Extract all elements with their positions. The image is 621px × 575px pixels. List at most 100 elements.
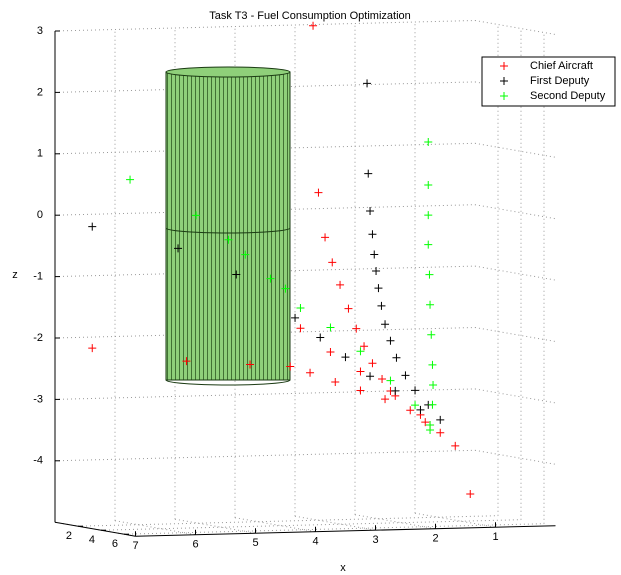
chart-title: Task T3 - Fuel Consumption Optimization: [209, 10, 411, 22]
legend-label: First Deputy: [530, 75, 590, 87]
z-tick-label: -3: [33, 393, 43, 405]
x-axis: [135, 525, 556, 537]
point: [436, 415, 445, 424]
point: [411, 401, 420, 410]
y-tick-label: 6: [112, 538, 118, 550]
point: [426, 425, 435, 434]
point: [182, 357, 191, 366]
point: [429, 381, 438, 390]
grid-line: [54, 449, 476, 462]
point: [377, 301, 386, 310]
point: [391, 386, 400, 395]
grid-line: [174, 518, 256, 534]
point: [381, 320, 390, 329]
z-tick-label: 1: [37, 148, 43, 160]
point: [378, 374, 387, 383]
point: [336, 280, 345, 289]
grid: -4 -3 -2 -1 0 1 2 3 1 2 3 4 5 6 7 2 4 6: [33, 20, 556, 552]
point: [411, 386, 420, 395]
x-tick-label: 2: [432, 533, 438, 545]
point: [363, 79, 372, 88]
point: [374, 284, 383, 293]
z-tick-label: -2: [33, 332, 43, 344]
point: [426, 300, 435, 309]
grid-line: [474, 265, 556, 281]
grid-line: [294, 515, 376, 531]
point: [381, 395, 390, 404]
cylinder-mid: [165, 227, 291, 234]
x-axis-label: x: [340, 562, 346, 574]
point: [316, 333, 325, 342]
legend: Chief Aircraft First Deputy Second Deputy: [481, 56, 616, 107]
y-tick-label: 4: [89, 534, 95, 546]
point: [309, 21, 318, 30]
point: [368, 359, 377, 368]
point: [356, 347, 365, 356]
point: [126, 175, 135, 184]
point: [88, 222, 97, 231]
x-tick-label: 3: [372, 534, 378, 546]
point: [368, 230, 377, 239]
point: [424, 240, 433, 249]
point: [372, 267, 381, 276]
x-tick-label: 6: [192, 539, 198, 551]
y-tick-label: 2: [66, 530, 72, 542]
grid-line: [234, 517, 316, 533]
point: [326, 348, 335, 357]
z-tick-label: -1: [33, 271, 43, 283]
point: [406, 406, 415, 415]
point: [314, 188, 323, 197]
point: [466, 490, 475, 499]
point: [341, 353, 350, 362]
point: [416, 405, 425, 414]
grid-line: [474, 142, 556, 158]
point: [352, 324, 361, 333]
point: [364, 169, 373, 178]
point: [224, 235, 233, 244]
point: [306, 368, 315, 377]
legend-marker: [500, 62, 508, 70]
z-axis-label: z: [12, 269, 18, 281]
grid-line: [123, 523, 545, 535]
point: [291, 313, 300, 322]
cylinder: [165, 66, 291, 386]
point: [401, 371, 410, 380]
point: [192, 211, 201, 220]
z-tick-label: -4: [33, 455, 43, 467]
point: [296, 303, 305, 312]
point: [428, 400, 437, 409]
x-tick-label: 1: [492, 531, 498, 543]
x-tick-label: 5: [252, 537, 258, 549]
grid-line: [474, 388, 556, 404]
point: [331, 377, 340, 386]
point: [328, 258, 337, 267]
plot-area: [88, 21, 475, 499]
point: [451, 441, 460, 450]
point: [424, 138, 433, 147]
point: [428, 360, 437, 369]
grid-line: [54, 20, 476, 32]
point: [281, 284, 290, 293]
point: [232, 270, 241, 279]
legend-marker: [500, 92, 508, 100]
point: [356, 367, 365, 376]
point: [344, 304, 353, 313]
point: [174, 244, 183, 253]
point: [425, 270, 434, 279]
y-axis: [54, 521, 136, 537]
point: [326, 323, 335, 332]
x-tick-label: 7: [132, 540, 138, 552]
cylinder-bottom: [165, 379, 291, 386]
z-tick-label: 2: [37, 86, 43, 98]
grid-line: [474, 449, 556, 465]
point: [427, 330, 436, 339]
grid-line: [474, 204, 556, 220]
point: [424, 211, 433, 220]
point: [386, 376, 395, 385]
point: [436, 428, 445, 437]
legend-label: Second Deputy: [530, 90, 606, 102]
point: [296, 324, 305, 333]
point: [360, 342, 369, 351]
point: [366, 207, 375, 216]
point: [88, 344, 97, 353]
